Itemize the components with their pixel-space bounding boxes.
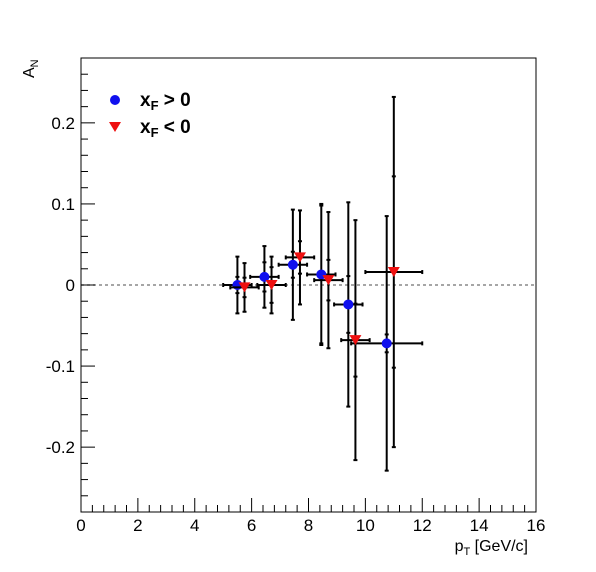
- data-point-group: [350, 215, 424, 472]
- legend-label-xf-negative: xF < 0: [140, 117, 191, 140]
- data-point-xf-negative: [238, 282, 251, 293]
- data-point-xf-negative: [265, 280, 278, 290]
- legend: xF > 0 xF < 0: [109, 90, 191, 140]
- x-tick-labels: 0 2 4 6 8 10 12 14 16: [76, 516, 545, 535]
- data-point-group: [364, 95, 424, 449]
- x-tick-label: 14: [470, 516, 489, 535]
- legend-label-xf-negative-sub: F: [151, 125, 159, 140]
- data-point-xf-negative: [387, 267, 400, 278]
- y-tick-label: 0.1: [51, 195, 75, 214]
- x-axis-title-main: p: [455, 538, 464, 555]
- legend-marker-xf-negative: [109, 122, 121, 132]
- data-point-group: [229, 262, 260, 313]
- legend-marker-xf-positive: [110, 95, 120, 105]
- plot-frame: [80, 57, 537, 513]
- legend-label-xf-negative-rest: < 0: [159, 117, 191, 138]
- legend-label-xf-positive-sub: F: [151, 98, 159, 113]
- x-tick-label: 8: [304, 516, 313, 535]
- axis-ticks: [80, 57, 537, 513]
- x-axis-title-sub: T: [463, 546, 470, 558]
- data-point-group: [313, 211, 344, 350]
- y-tick-label: 0.2: [51, 114, 75, 133]
- legend-label-xf-negative-main: x: [140, 117, 151, 138]
- y-axis-title: AN: [21, 59, 41, 78]
- x-tick-label: 0: [76, 516, 85, 535]
- data-point-group: [256, 255, 287, 315]
- data-point-xf-positive: [259, 271, 270, 282]
- x-tick-label: 16: [527, 516, 546, 535]
- data-point-group: [333, 201, 364, 408]
- data-point-group: [340, 219, 371, 462]
- x-tick-label: 4: [190, 516, 199, 535]
- legend-label-xf-positive-rest: > 0: [159, 90, 191, 111]
- data-point-xf-positive: [381, 338, 392, 349]
- data-points: [222, 95, 424, 472]
- data-point-group: [284, 209, 316, 306]
- y-tick-label: -0.1: [46, 357, 75, 376]
- data-point-xf-positive: [343, 299, 354, 310]
- y-tick-labels: -0.2 -0.1 0 0.1 0.2: [46, 114, 75, 457]
- data-point-xf-negative: [293, 252, 306, 263]
- x-tick-label: 6: [247, 516, 256, 535]
- x-tick-label: 2: [133, 516, 142, 535]
- y-axis-title-sub: N: [29, 59, 41, 67]
- data-point-xf-positive: [287, 259, 298, 270]
- y-tick-label: -0.2: [46, 438, 75, 457]
- data-point-group: [277, 208, 309, 321]
- legend-label-xf-positive: xF > 0: [140, 90, 191, 113]
- data-point-xf-negative: [349, 335, 362, 346]
- x-axis-title: pT [GeV/c]: [455, 538, 528, 558]
- legend-label-xf-positive-main: x: [140, 90, 151, 111]
- x-tick-label: 12: [413, 516, 432, 535]
- y-axis-title-main: A: [21, 67, 38, 78]
- y-axis-title-group: AN: [21, 59, 41, 78]
- data-point-group: [249, 245, 280, 309]
- y-tick-label: 0: [66, 276, 75, 295]
- data-point-xf-negative: [322, 275, 335, 286]
- x-axis-title-rest: [GeV/c]: [470, 538, 528, 555]
- x-tick-label: 10: [356, 516, 375, 535]
